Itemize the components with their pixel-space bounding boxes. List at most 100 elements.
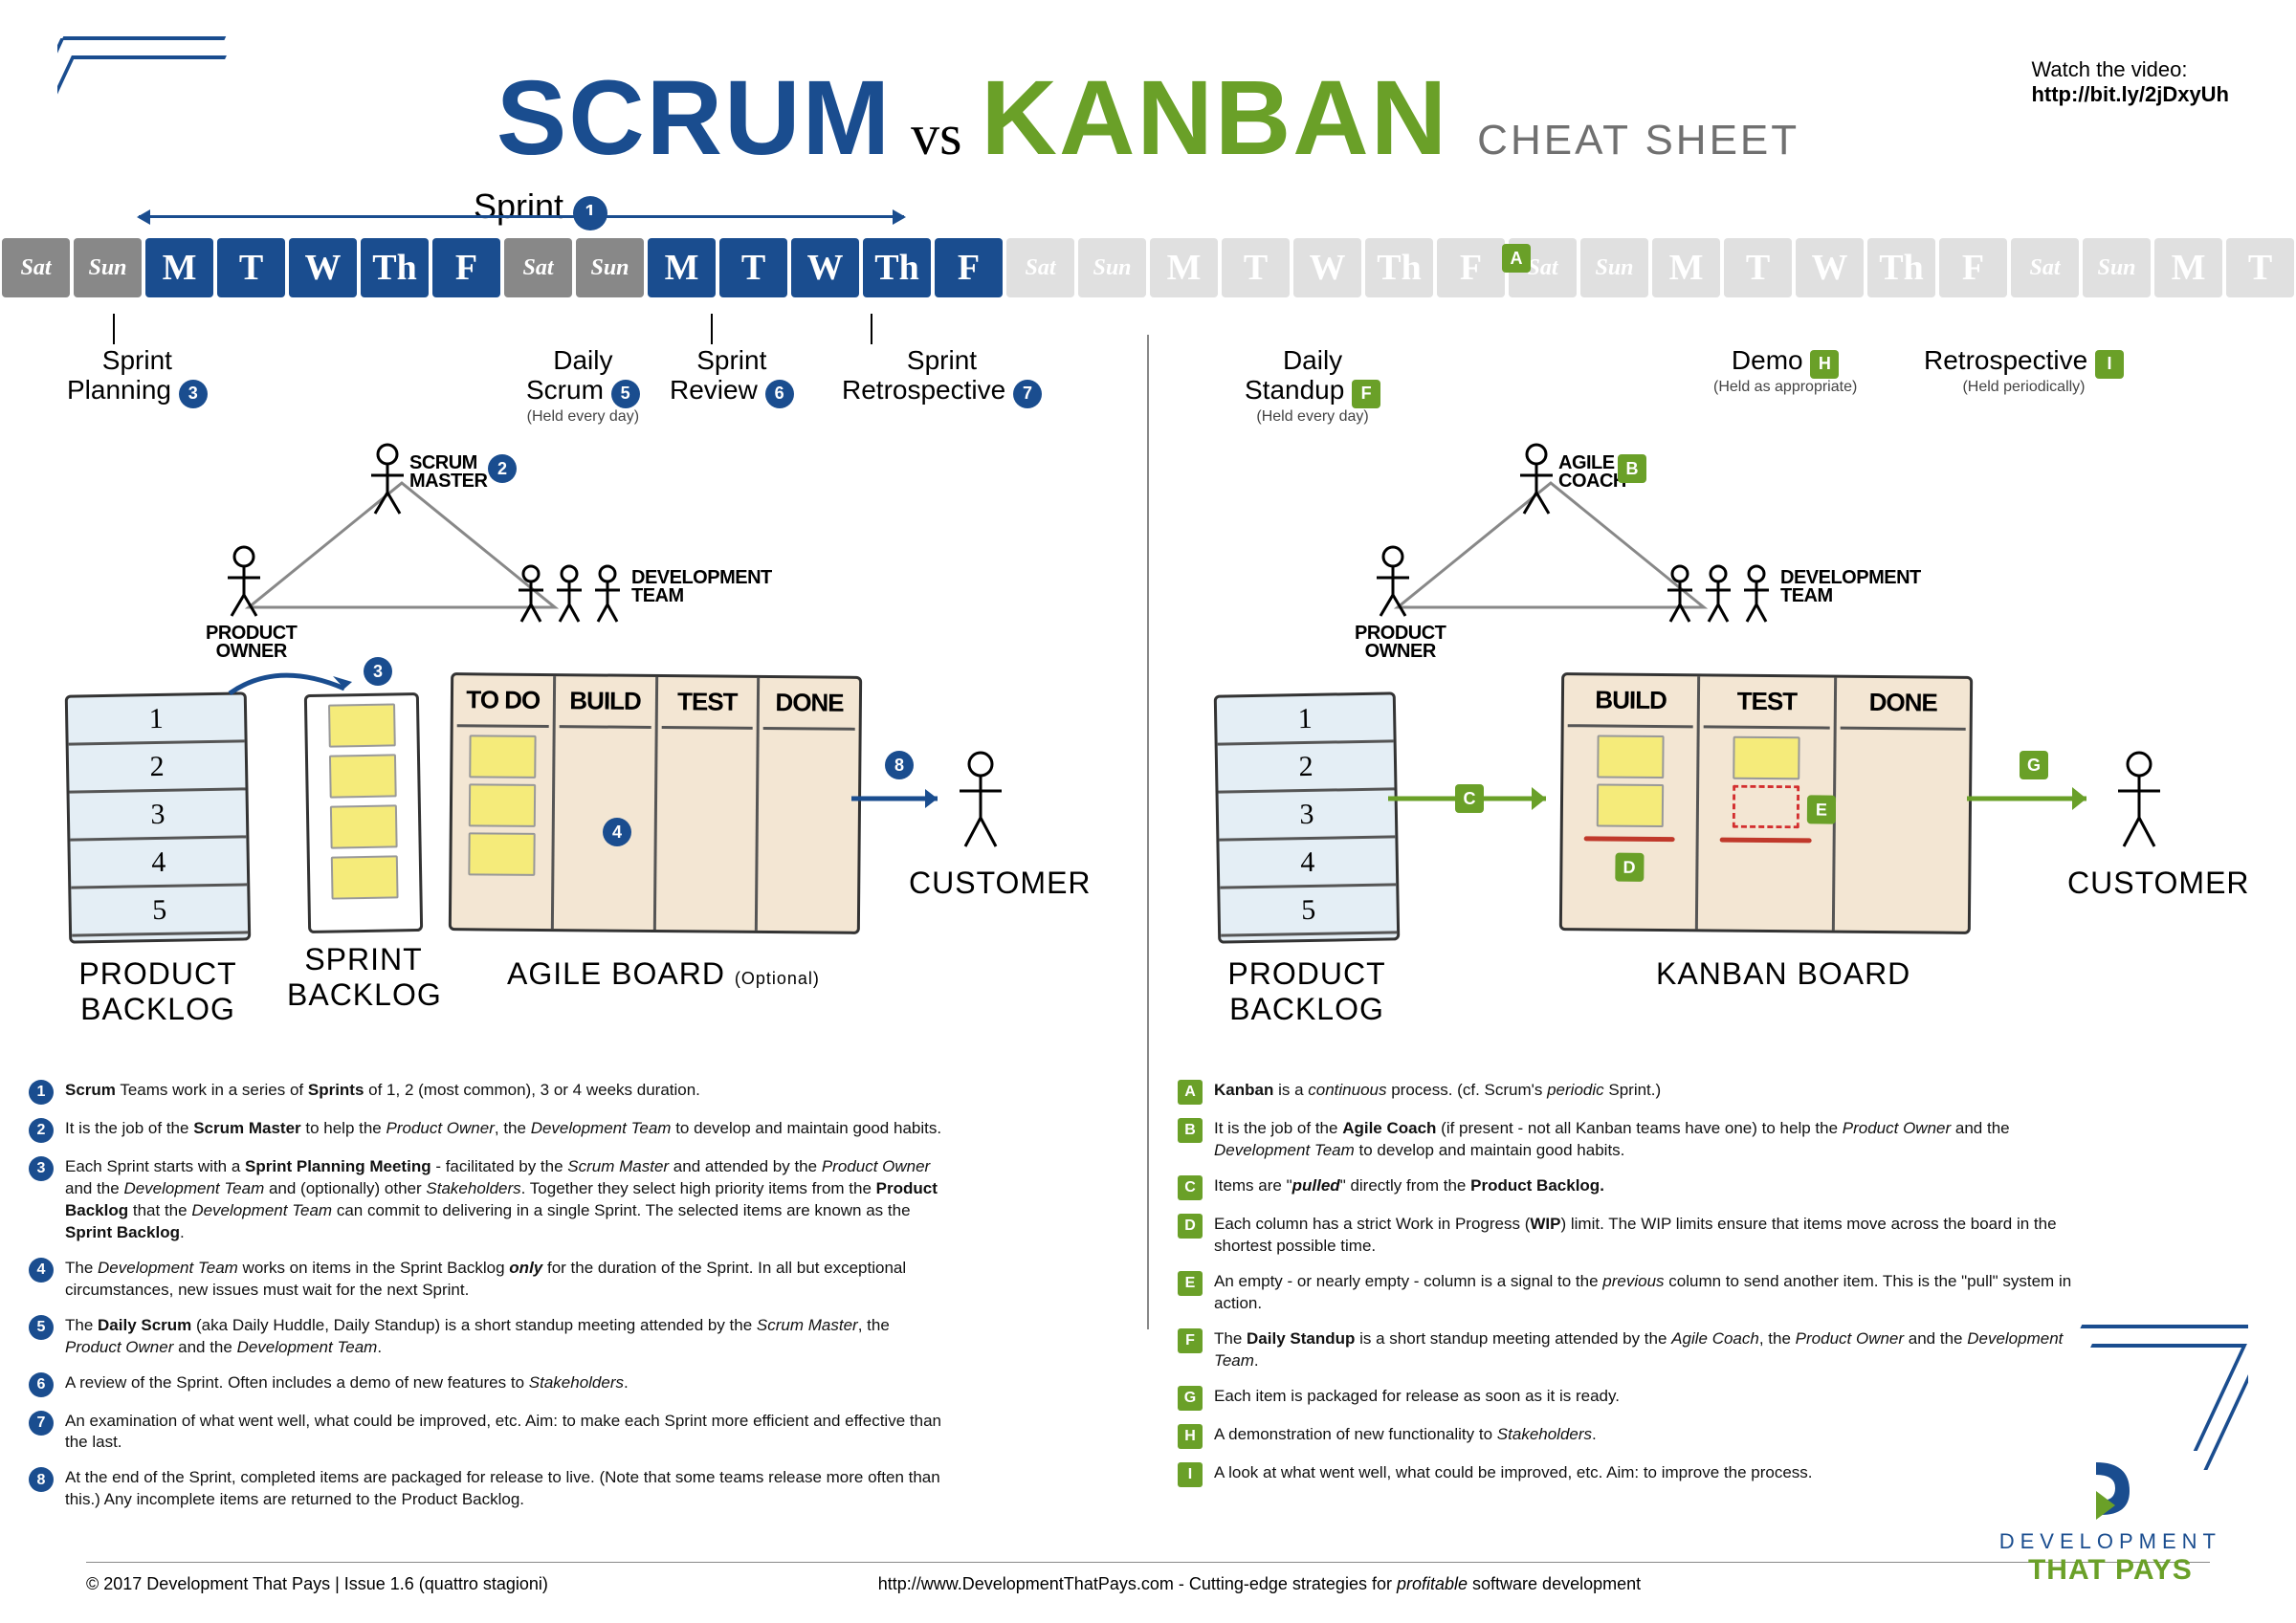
page: SCRUM vs KANBAN CHEAT SHEET Watch the vi… [0,0,2296,1623]
calendar-day: T [1222,238,1290,297]
calendar-day: F [432,238,500,297]
sprint-backlog [304,692,423,933]
footer-center: http://www.DevelopmentThatPays.com - Cut… [878,1574,1641,1594]
calendar-day: F [935,238,1003,297]
stick-dev1 [512,564,550,625]
calendar-day: Th [361,238,429,297]
calendar-day: T [1724,238,1792,297]
note-item: 7An examination of what went well, what … [29,1411,1118,1455]
badge-G: G [2020,751,2048,779]
label-product-backlog: PRODUCTBACKLOG [1216,956,1398,1027]
badge-C: C [1455,784,1484,813]
column-body: E [1703,728,1829,850]
stick-coach [1512,443,1560,519]
title-cheat: CHEAT SHEET [1477,117,1799,164]
calendar-day: M [2154,238,2222,297]
stick-owner [220,545,268,622]
column-header: TEST [1704,680,1830,729]
board-column: BUILD [551,676,655,930]
calendar-day: W [1796,238,1864,297]
backlog-item: 4 [1219,838,1396,888]
column-body [1840,730,1965,746]
column-header: DONE [1840,682,1966,731]
backlog-item: 3 [70,790,247,841]
sticky [1596,783,1663,827]
note-badge: B [1178,1118,1203,1143]
note-text: The Daily Scrum (aka Daily Huddle, Daily… [65,1315,945,1359]
note-item: DEach column has a strict Work in Progre… [1178,1214,2267,1258]
column-header: BUILD [1568,679,1694,728]
note-badge: 5 [29,1315,54,1340]
note-item: CItems are "pulled" directly from the Pr… [1178,1175,2267,1200]
badge-A-calendar: A [1502,244,1531,273]
note-item: G Each item is packaged for release as so… [1178,1386,2267,1411]
column-header: TEST [661,681,753,730]
column-body [661,729,753,745]
calendar-day: M [145,238,213,297]
sprint-label: Sprint 1 [474,186,607,230]
kanban-roles: AGILECOACH B PRODUCTOWNER DEVELOPMENTTEA… [1178,464,2267,674]
stick-customer [2110,751,2168,856]
board-column: DONE [1832,678,1971,932]
column-body: D [1566,727,1693,889]
stick-dev [1699,564,1737,625]
note-item: BIt is the job of the Agile Coach (if pr… [1178,1118,2267,1162]
note-badge: 4 [29,1258,54,1283]
role-owner: PRODUCTOWNER [1355,625,1446,661]
badge-5: 5 [611,380,640,408]
sticky [329,754,397,798]
note-badge: 2 [29,1118,54,1143]
calendar-strip: SatSunMTWThFSatSunMTWThFSatSunMTWThFSatS… [0,234,2296,301]
event-review: SprintReview 6 [670,346,794,408]
column-header: DONE [763,682,855,731]
stick-customer [952,751,1009,856]
calendar-day: Sun [1078,238,1146,297]
note-badge: F [1178,1328,1203,1353]
logo-text2: THAT PAYS [1999,1554,2221,1587]
scrum-notes: 1Scrum Teams work in a series of Sprints… [29,1080,1118,1511]
note-text: A demonstration of new functionality to … [1214,1424,1597,1449]
note-text: The Development Team works on items in t… [65,1258,945,1302]
sprint-text: Sprint [474,186,563,226]
logo-text1: DEVELOPMENT [1999,1529,2221,1554]
title-row: SCRUM vs KANBAN CHEAT SHEET [67,57,2229,179]
calendar-day: T [217,238,285,297]
note-item: 6A review of the Sprint. Often includes … [29,1372,1118,1397]
label-customer: CUSTOMER [909,866,1092,901]
sticky [469,783,536,827]
calendar-day: T [2226,238,2294,297]
stick-master [364,443,411,519]
calendar-day: Sun [576,238,644,297]
note-item: 5 The Daily Scrum (aka Daily Huddle, Dail… [29,1315,1118,1359]
note-text: An empty - or nearly empty - column is a… [1214,1271,2094,1315]
backlog-item: 2 [69,742,246,793]
note-badge: G [1178,1386,1203,1411]
badge-3b: 3 [364,657,392,686]
label-product-backlog: PRODUCTBACKLOG [67,956,249,1027]
badge-E: E [1807,795,1836,823]
note-text: Each Sprint starts with a Sprint Plannin… [65,1156,945,1244]
note-badge: 1 [29,1080,54,1105]
board-column: TESTE [1695,676,1834,930]
kanban-boards: 12345 PRODUCTBACKLOG C BUILDDTESTEDONE K… [1178,674,2267,1057]
note-item: 1Scrum Teams work in a series of Sprints… [29,1080,1118,1105]
badge-2: 2 [488,454,517,483]
title-scrum: SCRUM [497,57,892,179]
badge-H: H [1810,350,1839,379]
stick-dev3 [588,564,627,625]
scrum-events: SprintPlanning 3 DailyScrum 5(Held every… [29,335,1118,459]
kanban-notes: AKanban is a continuous process. (cf. Sc… [1178,1080,2267,1487]
event-daily: DailyScrum 5(Held every day) [526,346,640,425]
note-text: Each column has a strict Work in Progres… [1214,1214,2094,1258]
footer: © 2017 Development That Pays | Issue 1.6… [86,1562,2210,1594]
event-retro: Retrospective I(Held periodically) [1924,346,2124,396]
badge-3: 3 [179,380,208,408]
role-team: DEVELOPMENTTEAM [1780,569,1921,605]
calendar-day: W [289,238,357,297]
logo-icon [2063,1448,2158,1524]
calendar-day: Th [1867,238,1935,297]
note-text: Each item is packaged for release as soo… [1214,1386,1620,1411]
sticky [468,832,535,876]
note-text: A review of the Sprint. Often includes a… [65,1372,629,1397]
badge-F: F [1352,380,1380,408]
